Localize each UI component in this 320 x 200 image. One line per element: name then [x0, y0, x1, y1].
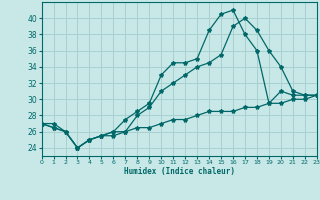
X-axis label: Humidex (Indice chaleur): Humidex (Indice chaleur): [124, 167, 235, 176]
